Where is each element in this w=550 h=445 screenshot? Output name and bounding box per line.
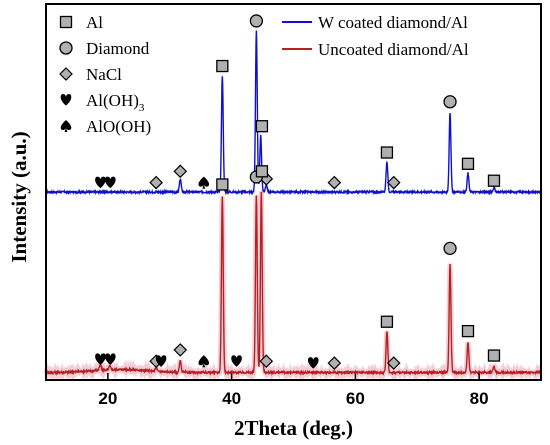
plot-frame: [45, 3, 542, 381]
x-tick-label: 40: [222, 389, 241, 408]
heart-marker: [155, 355, 167, 367]
circle-legend-symbol: [59, 41, 73, 55]
diamond-legend-symbol: [59, 67, 73, 81]
square-marker: [461, 157, 475, 170]
circle-marker: [443, 241, 457, 256]
phase-legend: Al Diamond NaCl Al(OH)3 AlO(OH): [59, 13, 151, 136]
heart-marker: [231, 355, 242, 367]
spade-legend-symbol: [60, 120, 72, 132]
square-marker: [255, 120, 269, 133]
x-tick-label: 20: [98, 389, 117, 408]
square-marker: [216, 178, 229, 191]
spade-marker: [198, 176, 210, 189]
x-axis-label: 2Theta (deg.): [234, 416, 353, 440]
diamond-marker: [386, 356, 401, 370]
phase-legend-label: NaCl: [86, 65, 122, 84]
phase-legend-label: Al(OH)3: [86, 91, 145, 114]
x-axis-ticks: 20 40 60 80: [98, 373, 489, 408]
heart-marker: [105, 353, 116, 365]
square-marker: [487, 174, 501, 187]
phase-legend-label: AlO(OH): [86, 117, 151, 136]
square-marker: [255, 165, 269, 178]
diamond-marker: [259, 354, 274, 369]
y-axis-label: Intensity (a.u.): [7, 131, 31, 262]
series-legend-label: Uncoated diamond/Al: [318, 40, 469, 59]
square-marker: [461, 324, 475, 338]
heart-marker: [95, 176, 106, 189]
uncoated-trace-shadow: [43, 191, 543, 384]
diamond-marker: [173, 164, 188, 179]
square-marker: [487, 349, 501, 362]
phase-legend-label: Diamond: [86, 39, 150, 58]
x-tick-label: 60: [346, 389, 365, 408]
heart-marker: [105, 176, 116, 189]
x-tick-label: 80: [470, 389, 489, 408]
diamond-marker: [327, 175, 342, 190]
square-marker: [380, 315, 394, 328]
diamond-marker: [149, 175, 163, 190]
spectrum-traces: [43, 30, 543, 384]
square-legend-symbol: [59, 15, 73, 29]
heart-marker: [308, 357, 319, 369]
diamond-marker: [327, 356, 342, 370]
phase-markers: [95, 14, 501, 370]
heart-legend-symbol: [60, 94, 72, 106]
series-legend: W coated diamond/Al Uncoated diamond/Al: [282, 13, 469, 59]
circle-marker: [249, 14, 264, 28]
diamond-marker: [386, 175, 401, 190]
heart-marker: [95, 353, 106, 365]
circle-marker: [443, 95, 457, 109]
phase-legend-label: Al: [86, 13, 103, 32]
square-marker: [216, 59, 229, 73]
w-coated-trace: [45, 30, 542, 196]
spade-marker: [198, 355, 210, 368]
square-marker: [380, 146, 394, 159]
diamond-marker: [173, 343, 188, 357]
series-legend-label: W coated diamond/Al: [318, 13, 468, 32]
uncoated-trace: [45, 191, 542, 377]
